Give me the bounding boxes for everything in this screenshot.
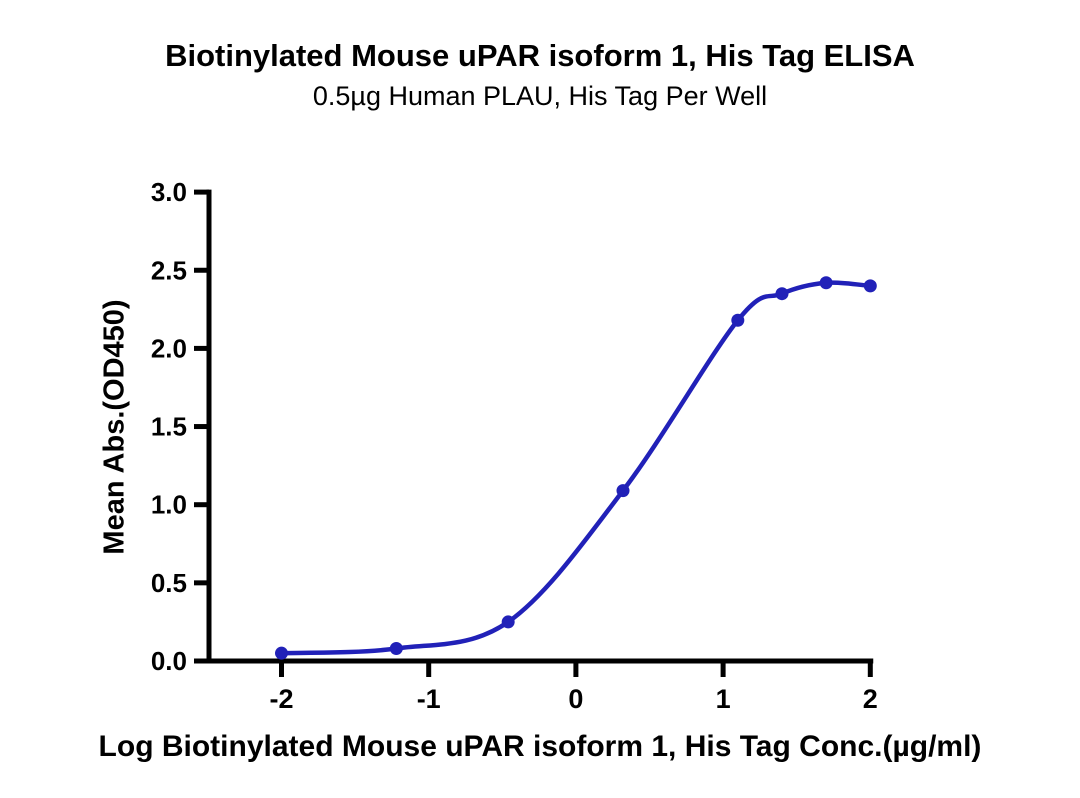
y-tick-label: 1.5 [151,412,187,442]
data-point [389,641,403,655]
y-tick-label: 0.0 [151,646,187,676]
chart-subtitle: 0.5µg Human PLAU, His Tag Per Well [312,81,768,111]
y-tick-label: 2.0 [151,333,187,363]
y-tick-label: 0.5 [151,568,187,598]
x-tick-label: 0 [568,684,583,714]
x-tick-label: 2 [863,684,878,714]
fit-curve [279,280,873,656]
y-tick-label: 3.0 [151,177,187,207]
y-tick-label: 2.5 [151,255,187,285]
data-point [863,279,877,293]
chart-title: Biotinylated Mouse uPAR isoform 1, His T… [165,38,915,73]
y-tick-label: 1.0 [151,490,187,520]
data-point [731,313,745,327]
x-tick-label: 1 [716,684,731,714]
data-point [775,287,789,301]
data-point [819,276,833,290]
x-tick-label: -1 [417,684,441,714]
data-point [616,484,630,498]
data-point [501,615,515,629]
x-tick-label: -2 [269,684,293,714]
x-axis-label: Log Biotinylated Mouse uPAR isoform 1, H… [98,730,982,763]
data-point [275,646,288,660]
